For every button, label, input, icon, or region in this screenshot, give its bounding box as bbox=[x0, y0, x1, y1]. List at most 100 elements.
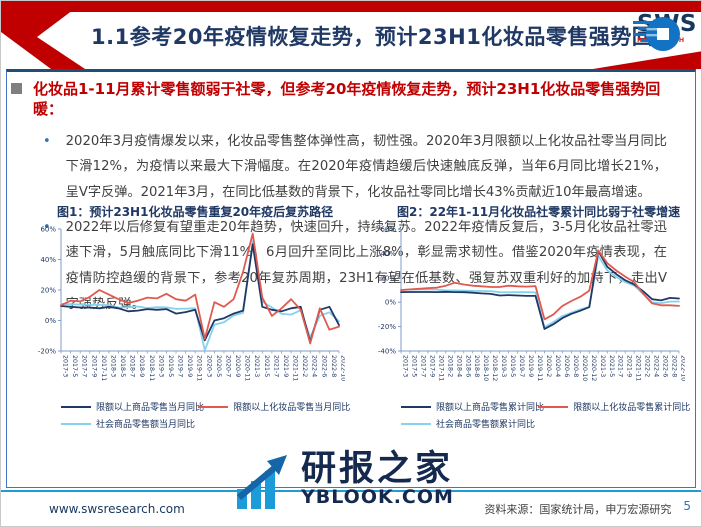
series-line-1 bbox=[60, 232, 340, 345]
legend-label: 社会商品零售额当月同比 bbox=[96, 420, 196, 430]
y-tick-label: 40% bbox=[40, 256, 56, 264]
legend-item-0: 限额以上商品零售累计同比 bbox=[401, 400, 544, 413]
footer-right: 资料来源：国家统计局，申万宏源研究 5 bbox=[484, 499, 691, 519]
series-line-1 bbox=[400, 249, 680, 321]
x-tick-label: 2021-11 bbox=[635, 355, 642, 381]
watermark-domain: YBLOOK.COM bbox=[301, 486, 454, 508]
x-tick-label: 2019-11 bbox=[196, 355, 203, 381]
x-tick-label: 2019-3 bbox=[157, 355, 164, 377]
legend-line-icon bbox=[61, 405, 91, 408]
x-tick-label: 2021-5 bbox=[263, 355, 270, 377]
x-tick-label: 2021-9 bbox=[282, 355, 289, 377]
x-tick-label: 2019-9 bbox=[186, 355, 193, 377]
x-tick-label: 2020-10 bbox=[581, 355, 588, 381]
x-tick-label: 2018-12 bbox=[491, 355, 498, 381]
x-tick-label: 2020-4 bbox=[554, 355, 561, 377]
legend-label: 限额以上商品零售当月同比 bbox=[96, 403, 205, 413]
y-tick-label: 0% bbox=[385, 299, 396, 307]
x-tick-label: 2017-11 bbox=[437, 355, 444, 381]
figure-2-plot: 60% 40% 20% 0% -20% -40% 2017-3 2017-5 2017-7 201… bbox=[371, 223, 693, 399]
x-tick-label: 2022-8 bbox=[671, 355, 678, 377]
bullet-item-1: • 2020年3月疫情爆发以来，化妆品零售整体弹性高，韧性强。2020年3月限额以… bbox=[43, 129, 667, 206]
bullet-text: 2022年以后修复有望重走20年趋势，快速回升，持续复苏。2022年疫情反复后，… bbox=[65, 219, 667, 312]
x-tick-label: 2020-5 bbox=[215, 355, 222, 377]
x-tick-label: 2017-9 bbox=[428, 355, 435, 377]
x-tick-label: 2019-5 bbox=[167, 355, 174, 377]
footer: www.swsresearch.com 资料来源：国家统计局，申万宏源研究 5 bbox=[1, 490, 701, 526]
y-tick-label: 0% bbox=[45, 317, 56, 325]
x-tick-label: 2021-11 bbox=[292, 355, 299, 381]
legend-line-icon bbox=[61, 422, 91, 425]
x-tick-label: 2018-8 bbox=[473, 355, 480, 377]
x-tick-label: 2017-3 bbox=[402, 355, 409, 377]
x-tick-label: 2017-3 bbox=[62, 355, 69, 377]
x-tick-label: 2017-5 bbox=[71, 355, 78, 377]
y-tick-label: -20% bbox=[38, 348, 56, 356]
figure-1-title: 图1：预计23H1化妆品零售重复20年疫后复苏路径 bbox=[57, 205, 334, 219]
y-tick-label: 40% bbox=[380, 250, 396, 258]
legend-label: 社会商品零售额累计同比 bbox=[436, 420, 536, 430]
x-tick-label: 2022-10 bbox=[340, 355, 346, 381]
x-tick-label: 2018-9 bbox=[138, 355, 145, 377]
x-tick-label: 2018-3 bbox=[109, 355, 116, 377]
figure-1-plot: 60% 40% 20% 0% -20% 2017-3 2017-5 2017-7 2017-9 2… bbox=[31, 223, 353, 399]
legend-label: 限额以上商品零售累计同比 bbox=[436, 403, 545, 413]
watermark: 研报之家 YBLOOK.COM bbox=[235, 449, 454, 509]
x-tick-label: 2018-10 bbox=[482, 355, 489, 381]
series-line-2 bbox=[60, 240, 340, 352]
x-tick-label: 2021-5 bbox=[608, 355, 615, 377]
bullet-text: 2020年3月疫情爆发以来，化妆品零售整体弹性高，韧性强。2020年3月限额以上… bbox=[65, 133, 667, 200]
series-line-0 bbox=[400, 250, 680, 330]
figure-1: 图1：预计23H1化妆品零售重复20年疫后复苏路径 60% 40% 20% 0% -20… bbox=[31, 203, 353, 434]
legend-item-0: 限额以上商品零售当月同比 bbox=[61, 400, 204, 413]
x-tick-label: 2022-6 bbox=[320, 355, 327, 377]
legend-item-2: 社会商品零售额当月同比 bbox=[61, 417, 198, 430]
x-tick-label: 2019-11 bbox=[536, 355, 543, 381]
x-tick-label: 2018-5 bbox=[119, 355, 126, 377]
x-tick-label: 2019-9 bbox=[527, 355, 534, 377]
x-tick-label: 2017-11 bbox=[100, 355, 107, 381]
x-tick-label: 2022-6 bbox=[662, 355, 669, 377]
x-tick-label: 2021-7 bbox=[617, 355, 624, 377]
x-tick-label: 2022-4 bbox=[311, 355, 318, 377]
sws-logo: SWS RESEARCH bbox=[633, 13, 697, 51]
bullet-list: • 2020年3月疫情爆发以来，化妆品零售整体弹性高，韧性强。2020年3月限额以… bbox=[43, 129, 667, 318]
y-tick-label: 20% bbox=[380, 274, 396, 282]
section-headline: 化妆品1-11月累计零售额弱于社零，但参考20年疫情恢复走势，预计23H1化妆品… bbox=[10, 79, 683, 120]
watermark-text: 研报之家 YBLOOK.COM bbox=[301, 451, 454, 507]
legend-item-1: 限额以上化妆品零售当月同比 bbox=[198, 400, 350, 413]
footer-website: www.swsresearch.com bbox=[49, 502, 185, 516]
y-tick-label: 60% bbox=[380, 226, 396, 234]
x-tick-label: 2022-2 bbox=[301, 355, 308, 377]
x-tick-label: 2017-9 bbox=[90, 355, 97, 377]
x-tick-label: 2021-3 bbox=[253, 355, 260, 377]
y-tick-label: -20% bbox=[378, 323, 396, 331]
figure-2-title: 图2：22年1-11月化妆品社零累计同比弱于社零增速 bbox=[397, 205, 681, 219]
x-tick-label: 2022-4 bbox=[653, 355, 660, 377]
bullet-dot-icon: • bbox=[43, 219, 51, 235]
figure-2: 图2：22年1-11月化妆品社零累计同比弱于社零增速 60% 40% 20% 0% -2… bbox=[371, 203, 693, 434]
x-tick-label: 2019-3 bbox=[500, 355, 507, 377]
bullet-dot-icon: • bbox=[43, 133, 51, 149]
headline-square-bullet-icon bbox=[11, 83, 22, 94]
x-tick-label: 2021-9 bbox=[626, 355, 633, 377]
figure-1-legend: 限额以上商品零售当月同比 限额以上化妆品零售当月同比 社会商品零售额当月同比 bbox=[61, 400, 353, 434]
sws-globe-icon bbox=[633, 17, 680, 51]
legend-line-icon bbox=[401, 405, 431, 408]
x-tick-label: 2018-7 bbox=[129, 355, 136, 377]
y-tick-label: 60% bbox=[40, 226, 56, 234]
bullet-item-2: • 2022年以后修复有望重走20年趋势，快速回升，持续复苏。2022年疫情反复后… bbox=[43, 215, 667, 318]
x-tick-label: 2020-6 bbox=[563, 355, 570, 377]
x-tick-label: 2022-2 bbox=[644, 355, 651, 377]
x-tick-label: 2018-4 bbox=[455, 355, 462, 377]
headline-text: 化妆品1-11月累计零售额弱于社零，但参考20年疫情恢复走势，预计23H1化妆品… bbox=[33, 80, 661, 119]
title-banner: 1.1参考20年疫情恢复走势，预计23H1化妆品零售强势回暖 SWS RESEA… bbox=[1, 1, 701, 69]
x-tick-label: 2019-5 bbox=[509, 355, 516, 377]
x-tick-label: 2017-5 bbox=[410, 355, 417, 377]
legend-label: 限额以上化妆品零售累计同比 bbox=[573, 403, 691, 413]
x-tick-label: 2020-7 bbox=[224, 355, 231, 377]
x-tick-label: 2020-3 bbox=[205, 355, 212, 377]
watermark-name: 研报之家 bbox=[301, 448, 454, 489]
x-tick-label: 2020-2 bbox=[545, 355, 552, 377]
